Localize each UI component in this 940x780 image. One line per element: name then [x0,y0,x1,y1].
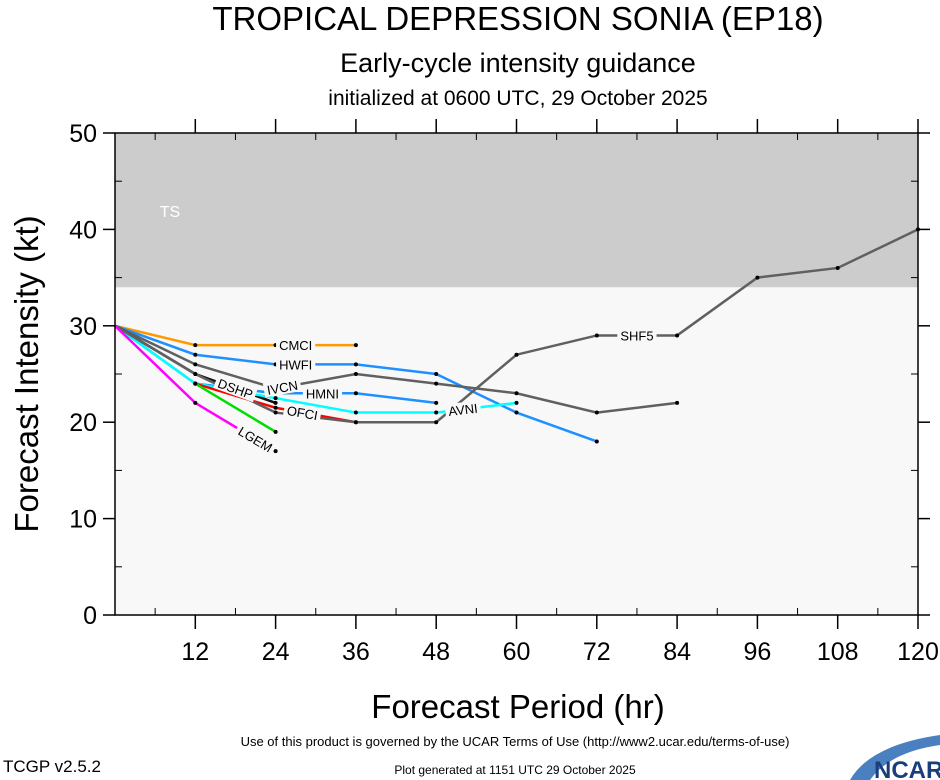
series-label-bg [276,357,316,372]
y-tick-label: 10 [69,506,97,534]
x-tick-label: 84 [663,638,691,666]
data-point [594,439,599,444]
band-ts [115,133,918,288]
series-label-bg [233,422,278,457]
data-point [353,420,358,425]
x-tick-label: 48 [422,638,450,666]
data-point [434,420,439,425]
series-label-hwfi: HWFI [279,357,312,372]
data-point [193,352,198,357]
data-point [353,372,358,376]
series-label-ofci: OFCI [286,403,319,423]
x-tick-label: 24 [262,638,290,666]
x-tick-label: 120 [897,638,939,666]
series-label-bg [213,374,258,403]
y-tick-label: 0 [83,602,97,630]
x-tick-label: 60 [503,638,531,666]
y-tick-label: 50 [69,120,97,148]
series-label-shf5: SHF5 [620,328,653,343]
data-point [835,265,840,270]
data-point [594,410,599,415]
series-label-bg [617,328,657,343]
x-axis-label: Forecast Period (hr) [371,688,664,725]
data-point [434,372,439,376]
x-tick-label: 36 [342,638,370,666]
data-point [193,381,198,386]
series-label-bg [302,386,343,401]
data-point [193,343,198,348]
data-point [193,362,198,367]
svg-text:NCAR: NCAR [874,757,940,780]
data-point [273,400,278,405]
x-tick-label: 12 [181,638,209,666]
data-point [675,400,680,405]
series-label-bg [282,402,322,423]
chart-subtitle: Early-cycle intensity guidance [340,48,696,78]
series-label-bg [444,400,482,419]
band-label: TS [160,204,180,221]
data-point [434,410,439,415]
ncar-logo: NCAR [850,735,940,780]
data-point [514,391,519,396]
x-tick-label: 108 [817,638,859,666]
x-tick-label: 96 [743,638,771,666]
data-point [353,410,358,415]
terms-of-use: Use of this product is governed by the U… [241,734,790,749]
series-label-cmci: CMCI [279,338,312,353]
series-line-cmci [114,324,356,347]
series-line-unnamed [194,382,277,433]
data-point [514,400,519,405]
data-point [434,400,439,405]
series-label-avni: AVNI [448,401,479,419]
data-point [273,429,278,434]
y-tick-label: 30 [69,313,97,341]
data-point [594,333,599,338]
data-point [273,410,278,415]
data-point [434,381,439,386]
data-point [193,400,198,405]
data-point [193,372,198,376]
series-label-bg [262,377,302,398]
data-point [353,391,358,396]
data-point [273,405,278,410]
data-point [675,333,680,338]
series-label-hmni: HMNI [306,386,339,401]
y-axis-label: Forecast Intensity (kt) [8,215,45,532]
data-point [273,396,278,401]
data-point [755,275,760,280]
data-point [273,449,278,454]
data-point [514,410,519,415]
y-tick-label: 40 [69,216,97,244]
series-label-ivcn: IVCN [266,378,299,398]
data-point [514,352,519,357]
version: TCGP v2.5.2 [3,757,101,776]
data-point [353,362,358,367]
data-point [353,343,358,348]
y-tick-label: 20 [69,409,97,437]
series-label-bg [276,338,316,353]
plot-generated: Plot generated at 1151 UTC 29 October 20… [394,763,636,777]
chart-title: TROPICAL DEPRESSION SONIA (EP18) [212,0,823,37]
series-line-ivcn [114,324,678,414]
x-tick-label: 72 [583,638,611,666]
init-time: initialized at 0600 UTC, 29 October 2025 [328,87,707,110]
